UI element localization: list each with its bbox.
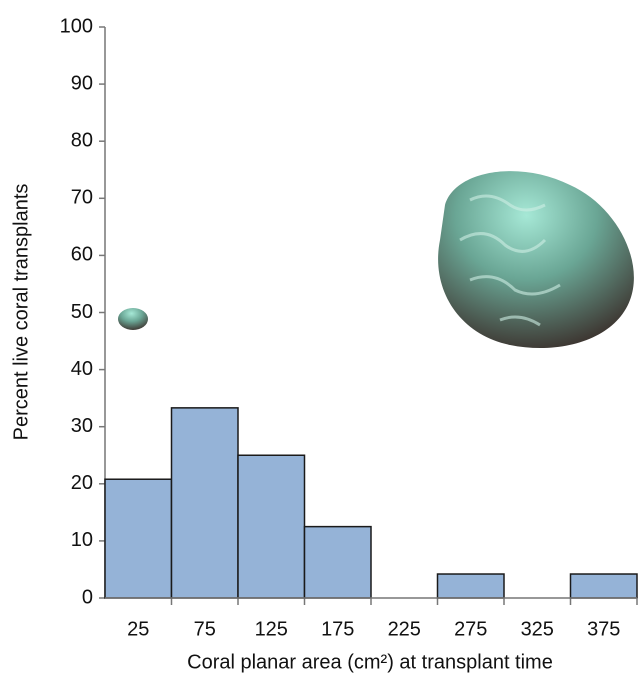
- y-tick-label: 50: [71, 301, 93, 323]
- bar: [170, 407, 239, 599]
- y-tick-label: 60: [71, 244, 93, 266]
- x-tick-label: 125: [255, 618, 288, 640]
- y-axis-label: Percent live coral transplants: [10, 184, 32, 441]
- bar: [569, 573, 638, 599]
- x-tick-label: 75: [194, 618, 216, 640]
- x-tick-label: 325: [521, 618, 554, 640]
- y-tick-label: 80: [71, 129, 93, 151]
- y-tick-label: 70: [71, 187, 93, 209]
- y-tick-label: 30: [71, 415, 93, 437]
- y-tick-label: 10: [71, 529, 93, 551]
- x-tick-label: 25: [127, 618, 149, 640]
- y-tick-label: 40: [71, 358, 93, 380]
- bar: [436, 573, 505, 599]
- bar: [104, 478, 173, 599]
- x-axis-label: Coral planar area (cm²) at transplant ti…: [187, 651, 553, 673]
- y-tick-label: 90: [71, 72, 93, 94]
- y-tick-label: 20: [71, 472, 93, 494]
- y-tick-label: 100: [60, 15, 93, 37]
- x-tick-label: 225: [388, 618, 421, 640]
- x-tick-label: 275: [454, 618, 487, 640]
- bar: [237, 454, 306, 599]
- x-tick-label: 175: [321, 618, 354, 640]
- bar: [303, 525, 372, 599]
- coral-illustration: [118, 171, 634, 348]
- y-tick-label: 0: [82, 586, 93, 608]
- x-tick-label: 375: [587, 618, 620, 640]
